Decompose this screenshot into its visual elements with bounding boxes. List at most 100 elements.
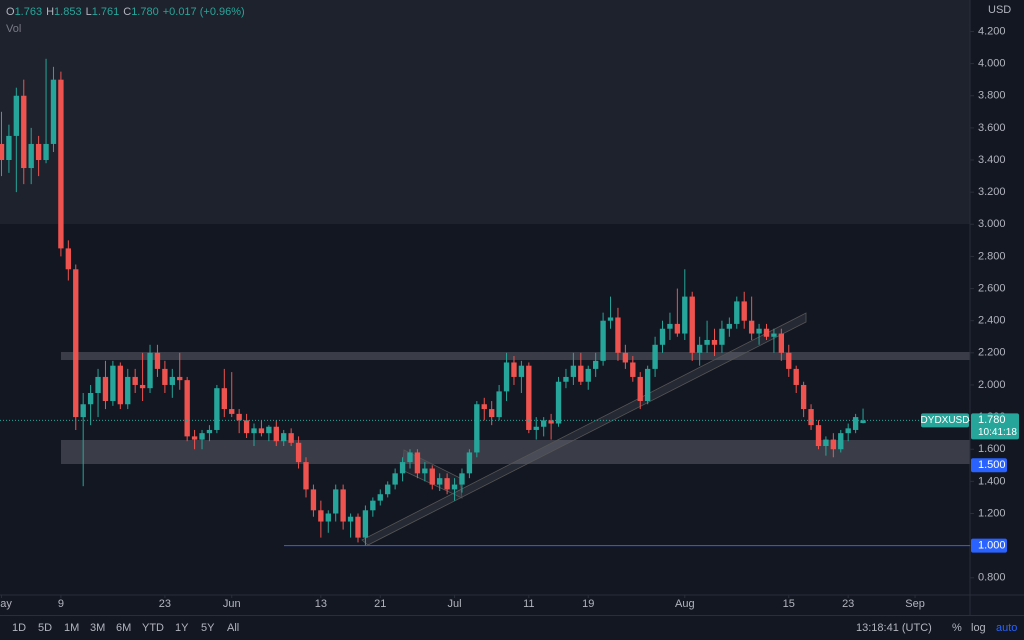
candle-body [429, 468, 435, 485]
y-tick-label: 1.200 [978, 507, 1006, 519]
candle-body [644, 368, 651, 402]
candle-body [177, 376, 183, 381]
candle-body [555, 381, 562, 424]
candle-body [548, 420, 554, 424]
candle-body [852, 417, 859, 430]
y-tick-label: 2.600 [978, 282, 1006, 294]
legend-value: 1.761 [91, 6, 120, 18]
candle-body [860, 420, 866, 424]
candle-body [325, 513, 331, 522]
candle-body [726, 323, 733, 329]
legend-key: H [46, 6, 55, 18]
range-button[interactable]: 1Y [175, 622, 189, 634]
candle-body [318, 510, 324, 522]
range-button[interactable]: 1M [64, 622, 80, 634]
trend-channel [361, 312, 807, 546]
candle-body [459, 473, 465, 485]
candle-body [35, 143, 42, 161]
candle-body [682, 296, 688, 334]
candle-body [132, 376, 138, 385]
price-tag-label: 1.000 [978, 540, 1006, 552]
candle-body [823, 439, 829, 447]
candle-body [748, 320, 755, 334]
candle-body [689, 296, 695, 353]
candle-body [258, 428, 265, 434]
y-tick-label: 3.800 [978, 90, 1006, 102]
candle-body [117, 365, 123, 405]
candle-body [838, 433, 844, 450]
candle-body [503, 362, 510, 392]
candle-body [637, 376, 643, 402]
x-tick-label: 9 [58, 598, 64, 610]
candle-body [533, 426, 539, 430]
axis-option[interactable]: log [971, 622, 986, 634]
range-button[interactable]: 5D [38, 622, 53, 634]
x-tick-label: 19 [582, 598, 594, 610]
candle-body [652, 344, 658, 369]
volume-label: Vol [6, 23, 22, 35]
candle-body [0, 143, 5, 161]
y-tick-label: 4.200 [978, 25, 1006, 37]
candle-body [659, 328, 666, 345]
x-tick-label: 23 [842, 598, 854, 610]
axis-option[interactable]: auto [996, 622, 1018, 634]
axis-option[interactable]: % [952, 622, 962, 634]
y-tick-label: 3.000 [978, 218, 1006, 230]
candle-body [385, 484, 391, 495]
candle-body [125, 376, 131, 405]
range-button[interactable]: 1D [12, 622, 27, 634]
legend-key: C [123, 6, 132, 18]
toolbar: 1D 5D 1M 3M 6M YTD 1Y 5Y All 13:18:41 (UTC)% log au… [0, 615, 1024, 640]
chart: USD 0.8001.0001.2001.4001.6001.8002.0002… [0, 0, 1024, 615]
candle-body [600, 320, 606, 361]
x-tick-label: 15 [783, 598, 795, 610]
candle-body [800, 384, 807, 410]
legend-value: 1.780 [131, 6, 159, 18]
x-tick-label: 11 [523, 598, 534, 610]
candle-body [65, 248, 72, 270]
legend-key: L [85, 6, 92, 18]
candle-body [407, 452, 413, 463]
candle-body [711, 339, 718, 345]
legend-change: +0.017 (+0.96%) [162, 6, 245, 18]
candle-body [474, 404, 480, 453]
candle-body [704, 339, 710, 345]
candle-body [28, 143, 34, 169]
last-price-label: 1.780 [978, 414, 1006, 426]
candle-body [43, 143, 49, 161]
price-tag [971, 538, 1007, 553]
legend-key: O [6, 6, 15, 18]
range-button[interactable]: 3M [90, 622, 106, 634]
y-tick-label: 2.800 [978, 250, 1006, 262]
y-tick-label: 4.000 [978, 58, 1006, 70]
candle-body [592, 360, 599, 369]
candle-body [734, 301, 740, 324]
shade-zone [0, 0, 970, 224]
y-tick-label: 2.200 [978, 347, 1006, 359]
candle-body [496, 391, 502, 418]
candle-body [266, 426, 272, 434]
x-tick-label: 13 [315, 598, 327, 610]
candle-body [310, 489, 317, 511]
range-button[interactable]: YTD [142, 622, 164, 634]
x-tick-label: May [0, 598, 12, 610]
candle-body [251, 428, 257, 434]
candle-body [771, 333, 777, 337]
candle-body [518, 365, 525, 377]
candle-body [808, 409, 814, 426]
candle-body [303, 462, 309, 490]
symbol-tag-label: DYDXUSD [921, 415, 970, 426]
price-tag-label: 1.500 [978, 459, 1006, 471]
candle-body [845, 428, 851, 434]
range-button[interactable]: 5Y [201, 622, 215, 634]
y-tick-label: 1.600 [978, 443, 1006, 455]
candle-body [563, 376, 569, 382]
legend-value: 1.763 [14, 6, 43, 18]
plot [0, 58, 866, 546]
candle-body [830, 439, 837, 450]
candle-body [585, 368, 591, 382]
clock: 13:18:41 (UTC) [856, 622, 932, 634]
range-button[interactable]: 6M [116, 622, 132, 634]
range-button[interactable]: All [227, 622, 240, 634]
